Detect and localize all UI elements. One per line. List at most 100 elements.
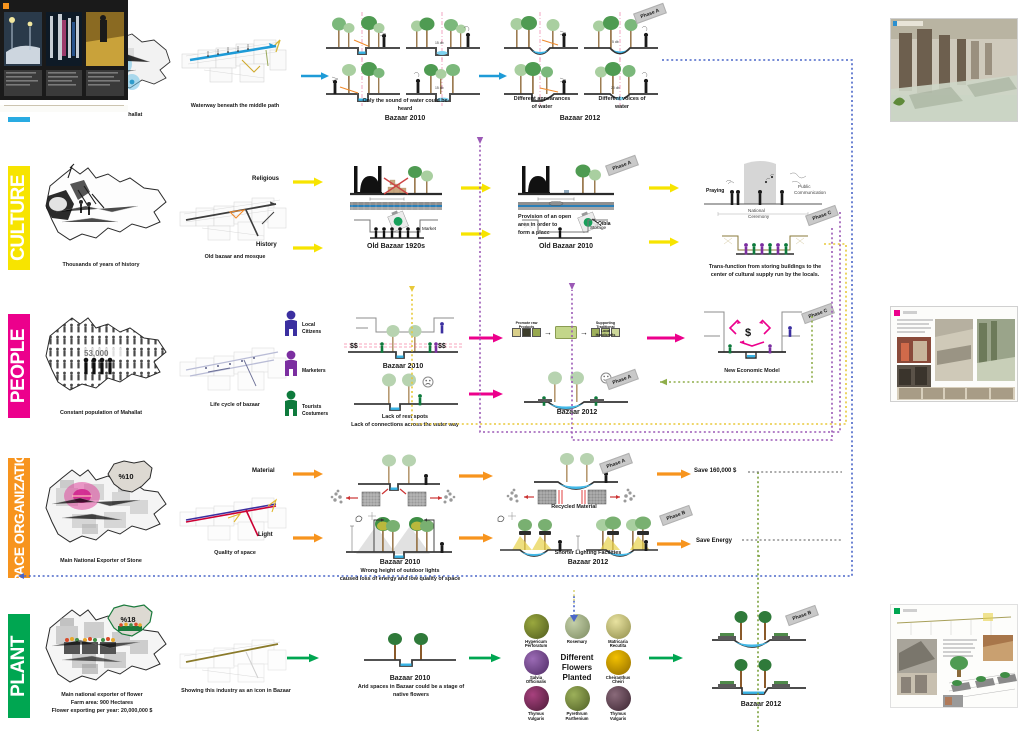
section-culture-outcome-transfunction: [710, 234, 822, 260]
existing-caption-people: Lack of rest spots Lack of connections a…: [351, 414, 459, 428]
section-plant-2010: [350, 633, 470, 670]
proposal-title-plant: Bazaar 2012: [740, 701, 782, 708]
city-map-population: 53,000: [26, 310, 176, 406]
plan-caption: Quality of space: [214, 550, 256, 556]
flower-name-8: Thymus Vulgaris: [609, 710, 627, 721]
svg-text:%10: %10: [118, 472, 133, 481]
section-stone-2012-light: [494, 510, 662, 566]
arrow-culture-history: [292, 242, 324, 254]
legend-label-marketers: Marketers: [302, 368, 326, 374]
section-culture-1920s-market: Market: [348, 218, 444, 244]
existing-caption-water: Only the sound of water could be heard: [362, 98, 448, 112]
section-water-2012-tl: [502, 12, 580, 60]
arrow-stone-light-2: [458, 532, 494, 544]
outcome-label-save-energy: Save Energy: [696, 538, 733, 544]
row-stone: SPACE ORGANIZATION %10: [0, 443, 1024, 596]
svg-text:Storage: Storage: [590, 225, 607, 230]
legend-icon-tourists: [282, 390, 300, 418]
map-caption: Main National Exporter of Stone: [60, 558, 142, 564]
flower-name-1: Hypericum Perforatum: [524, 638, 548, 649]
city-map-history: [26, 160, 176, 256]
svg-text:$: $: [745, 327, 751, 339]
flower-cell-5: Cheiranthus Cheiri: [598, 650, 638, 685]
flower-cell-1: Hypericum Perforatum: [516, 614, 556, 649]
arrow-people-outcome: [646, 332, 686, 344]
row-culture: CULTURE Thousands of years of history: [0, 148, 1024, 296]
bazaar-plan-plant: [178, 630, 292, 684]
svg-text:Qibla: Qibla: [598, 221, 611, 227]
arrow-culture-outcome-2: [648, 236, 680, 248]
chain-arrow-1-icon: →: [544, 328, 552, 337]
arrow-stone-material: [292, 468, 324, 480]
svg-text:Market: Market: [422, 226, 437, 231]
existing-title-stone: Bazaar 2010: [379, 559, 421, 566]
svg-text:$$: $$: [438, 343, 446, 350]
row-plant: PLANT: [0, 596, 1024, 731]
branch-label-history: History: [256, 242, 277, 248]
flower-image-6: [523, 686, 549, 712]
chain-step-handicrafts: Supporting Traditional Local Handicrafts: [591, 321, 620, 337]
iran-inset-stone: %10: [104, 458, 156, 496]
flowers-title: Different Flowers Planted: [560, 653, 594, 682]
legend-icon-local-citizens: [282, 310, 300, 338]
flower-cell-7: Pyrethrum Parthenium: [557, 686, 597, 721]
flower-image-4: [523, 650, 549, 676]
svg-text:Ceremony: Ceremony: [748, 214, 770, 219]
plan-caption: Showing this industry as an icon in Baza…: [181, 688, 291, 694]
bazaar-plan-water: [180, 26, 290, 88]
flower-grid: Hypericum Perforatum Rosemary Matricaria…: [516, 614, 638, 720]
branch-label-light: Light: [258, 532, 273, 538]
flower-cell-3: Matricaria Recutita: [598, 614, 638, 649]
flower-image-7: [564, 686, 590, 712]
section-culture-2010-mosque: [516, 160, 616, 212]
existing-caption-stone: Wrong height of outdoor lights caused lo…: [339, 568, 461, 582]
legend-label-local-citizens: Local Citizens: [302, 322, 322, 335]
bazaar-plan-people: [178, 340, 292, 394]
board-water[interactable]: [890, 18, 1018, 122]
flower-image-3: [605, 614, 631, 639]
existing-title-people: Bazaar 2010: [382, 363, 424, 370]
section-water-2012-tr: 5 db: [582, 12, 660, 60]
flower-cell-8: Thymus Vulgaris: [598, 686, 638, 721]
tile-craft-1: [591, 328, 600, 337]
section-water-2010-bl: [324, 58, 402, 106]
section-water-2012-bl: [502, 58, 580, 106]
map-caption: Main national exporter of flower Farm ar…: [51, 692, 153, 714]
svg-text:5 db: 5 db: [612, 40, 619, 44]
arrow-plant-outcome: [648, 652, 684, 664]
arrow-water-proposal: [478, 70, 508, 82]
existing-caption-plant: Arid spaces in Bazaar could be a stage o…: [357, 684, 465, 698]
flower-image-1: [523, 614, 549, 639]
proposal-label-light: Shorter Lighting Facilities: [554, 550, 622, 556]
svg-text:National: National: [748, 208, 765, 213]
arrow-people-bottom: [468, 388, 504, 400]
section-water-2010-tr: 15 db: [404, 12, 482, 60]
outcome-caption-culture: Trans-function from storing buildings to…: [708, 264, 822, 278]
board-people[interactable]: [890, 306, 1018, 402]
section-culture-2010-storage: Storage: [516, 218, 616, 244]
arrow-culture-religious: [292, 176, 324, 188]
arrow-stone-light: [292, 532, 324, 544]
bazaar-plan-stone: [178, 488, 292, 544]
board-stone[interactable]: [0, 0, 128, 105]
svg-text:15 db: 15 db: [435, 41, 444, 45]
category-tab-stone: SPACE ORGANIZATION: [8, 443, 30, 593]
legend-icon-marketers: [282, 350, 300, 378]
proposal-caption-water-b: Different voices of water: [598, 96, 646, 110]
board-plant[interactable]: [890, 604, 1018, 708]
category-tab-culture: CULTURE: [8, 166, 30, 270]
arrow-water-existing: [300, 70, 330, 82]
legend-label-tourists: Tourists Costumers: [302, 404, 329, 417]
flower-image-5: [605, 650, 631, 676]
flower-name-5: Cheiranthus Cheiri: [605, 674, 631, 685]
map-caption: Thousands of years of history: [62, 262, 140, 268]
existing-title-plant: Bazaar 2010: [389, 675, 431, 682]
arrow-plant-existing: [286, 652, 320, 664]
flower-name-7: Pyrethrum Parthenium: [565, 710, 589, 721]
section-stone-2010-material: [328, 454, 458, 507]
section-water-2010-br: 15 db: [404, 58, 482, 106]
svg-text:20 db: 20 db: [611, 86, 620, 90]
proposal-caption-water-a: Different appearances of water: [513, 96, 571, 110]
row-people: PEOPLE 53,000 Constant population of Mah…: [0, 296, 1024, 444]
